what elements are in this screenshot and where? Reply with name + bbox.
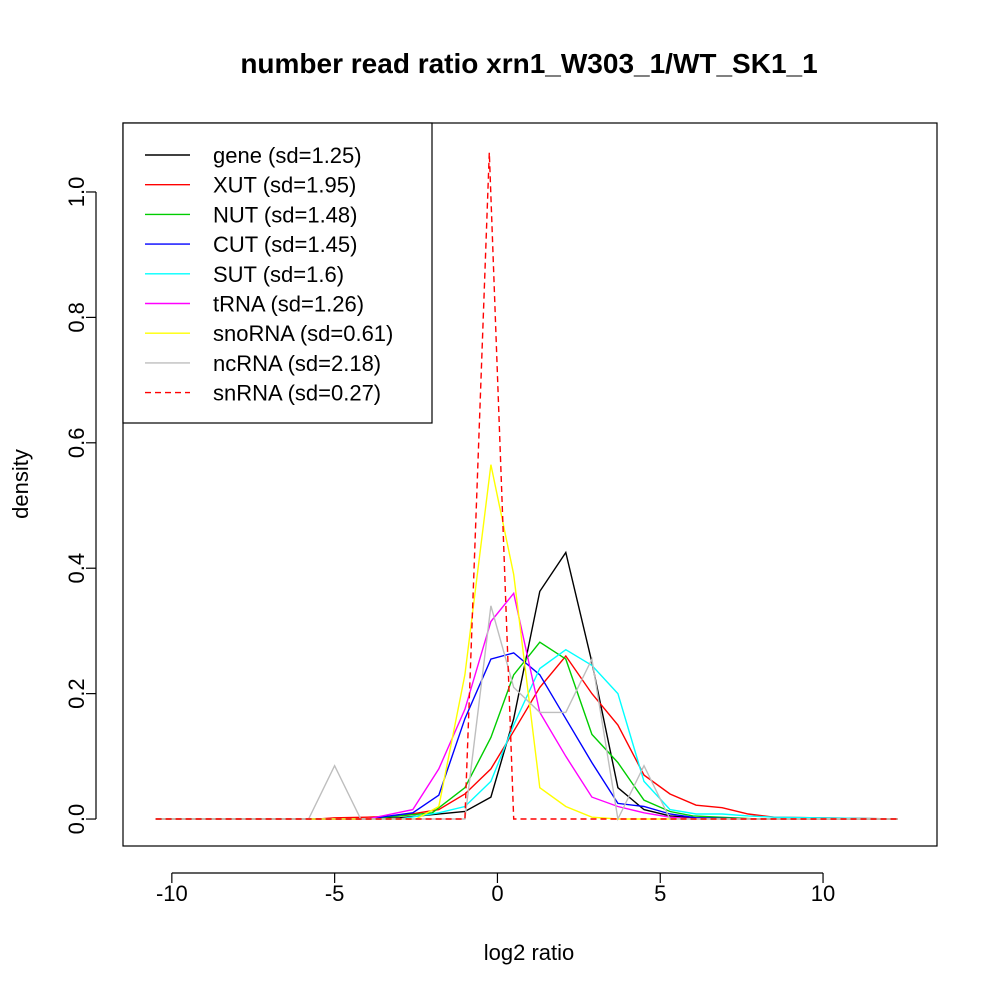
- legend-label: SUT (sd=1.6): [213, 262, 344, 287]
- y-axis-label: density: [8, 449, 33, 519]
- x-tick-label: 10: [811, 881, 835, 906]
- x-tick-label: -10: [156, 881, 188, 906]
- series-layer: [155, 152, 898, 822]
- x-tick-label: 0: [491, 881, 503, 906]
- series-line-7: [155, 605, 898, 822]
- series-line-5: [155, 591, 898, 820]
- x-axis-label: log2 ratio: [484, 940, 575, 965]
- y-tick-label: 0.8: [64, 302, 89, 333]
- y-tick-label: 0.4: [64, 553, 89, 584]
- x-tick-label: -5: [325, 881, 345, 906]
- y-tick-label: 0.0: [64, 804, 89, 835]
- x-tick-label: 5: [654, 881, 666, 906]
- y-tick-label: 1.0: [64, 177, 89, 208]
- legend-label: gene (sd=1.25): [213, 143, 362, 168]
- series-line-6: [155, 464, 898, 820]
- legend-label: tRNA (sd=1.26): [213, 292, 364, 317]
- legend-label: ncRNA (sd=2.18): [213, 351, 381, 376]
- legend-label: snRNA (sd=0.27): [213, 381, 381, 406]
- chart-title: number read ratio xrn1_W303_1/WT_SK1_1: [240, 48, 817, 79]
- axes: -10 -5 0 5 10 0.0 0.2 0.4 0.6 0.8 1.0: [64, 177, 835, 906]
- y-tick-label: 0.2: [64, 678, 89, 709]
- legend-box: [122, 122, 433, 424]
- legend-label: XUT (sd=1.95): [213, 173, 356, 198]
- series-line-2: [155, 641, 898, 820]
- legend-label: NUT (sd=1.48): [213, 202, 357, 227]
- legend-label: CUT (sd=1.45): [213, 232, 357, 257]
- y-tick-label: 0.6: [64, 428, 89, 459]
- plot-frame: [122, 122, 938, 847]
- legend: gene (sd=1.25) XUT (sd=1.95) NUT (sd=1.48)…: [122, 122, 433, 424]
- legend-label: snoRNA (sd=0.61): [213, 321, 393, 346]
- series-line-1: [155, 654, 898, 820]
- series-line-4: [155, 648, 898, 820]
- series-line-3: [155, 652, 898, 820]
